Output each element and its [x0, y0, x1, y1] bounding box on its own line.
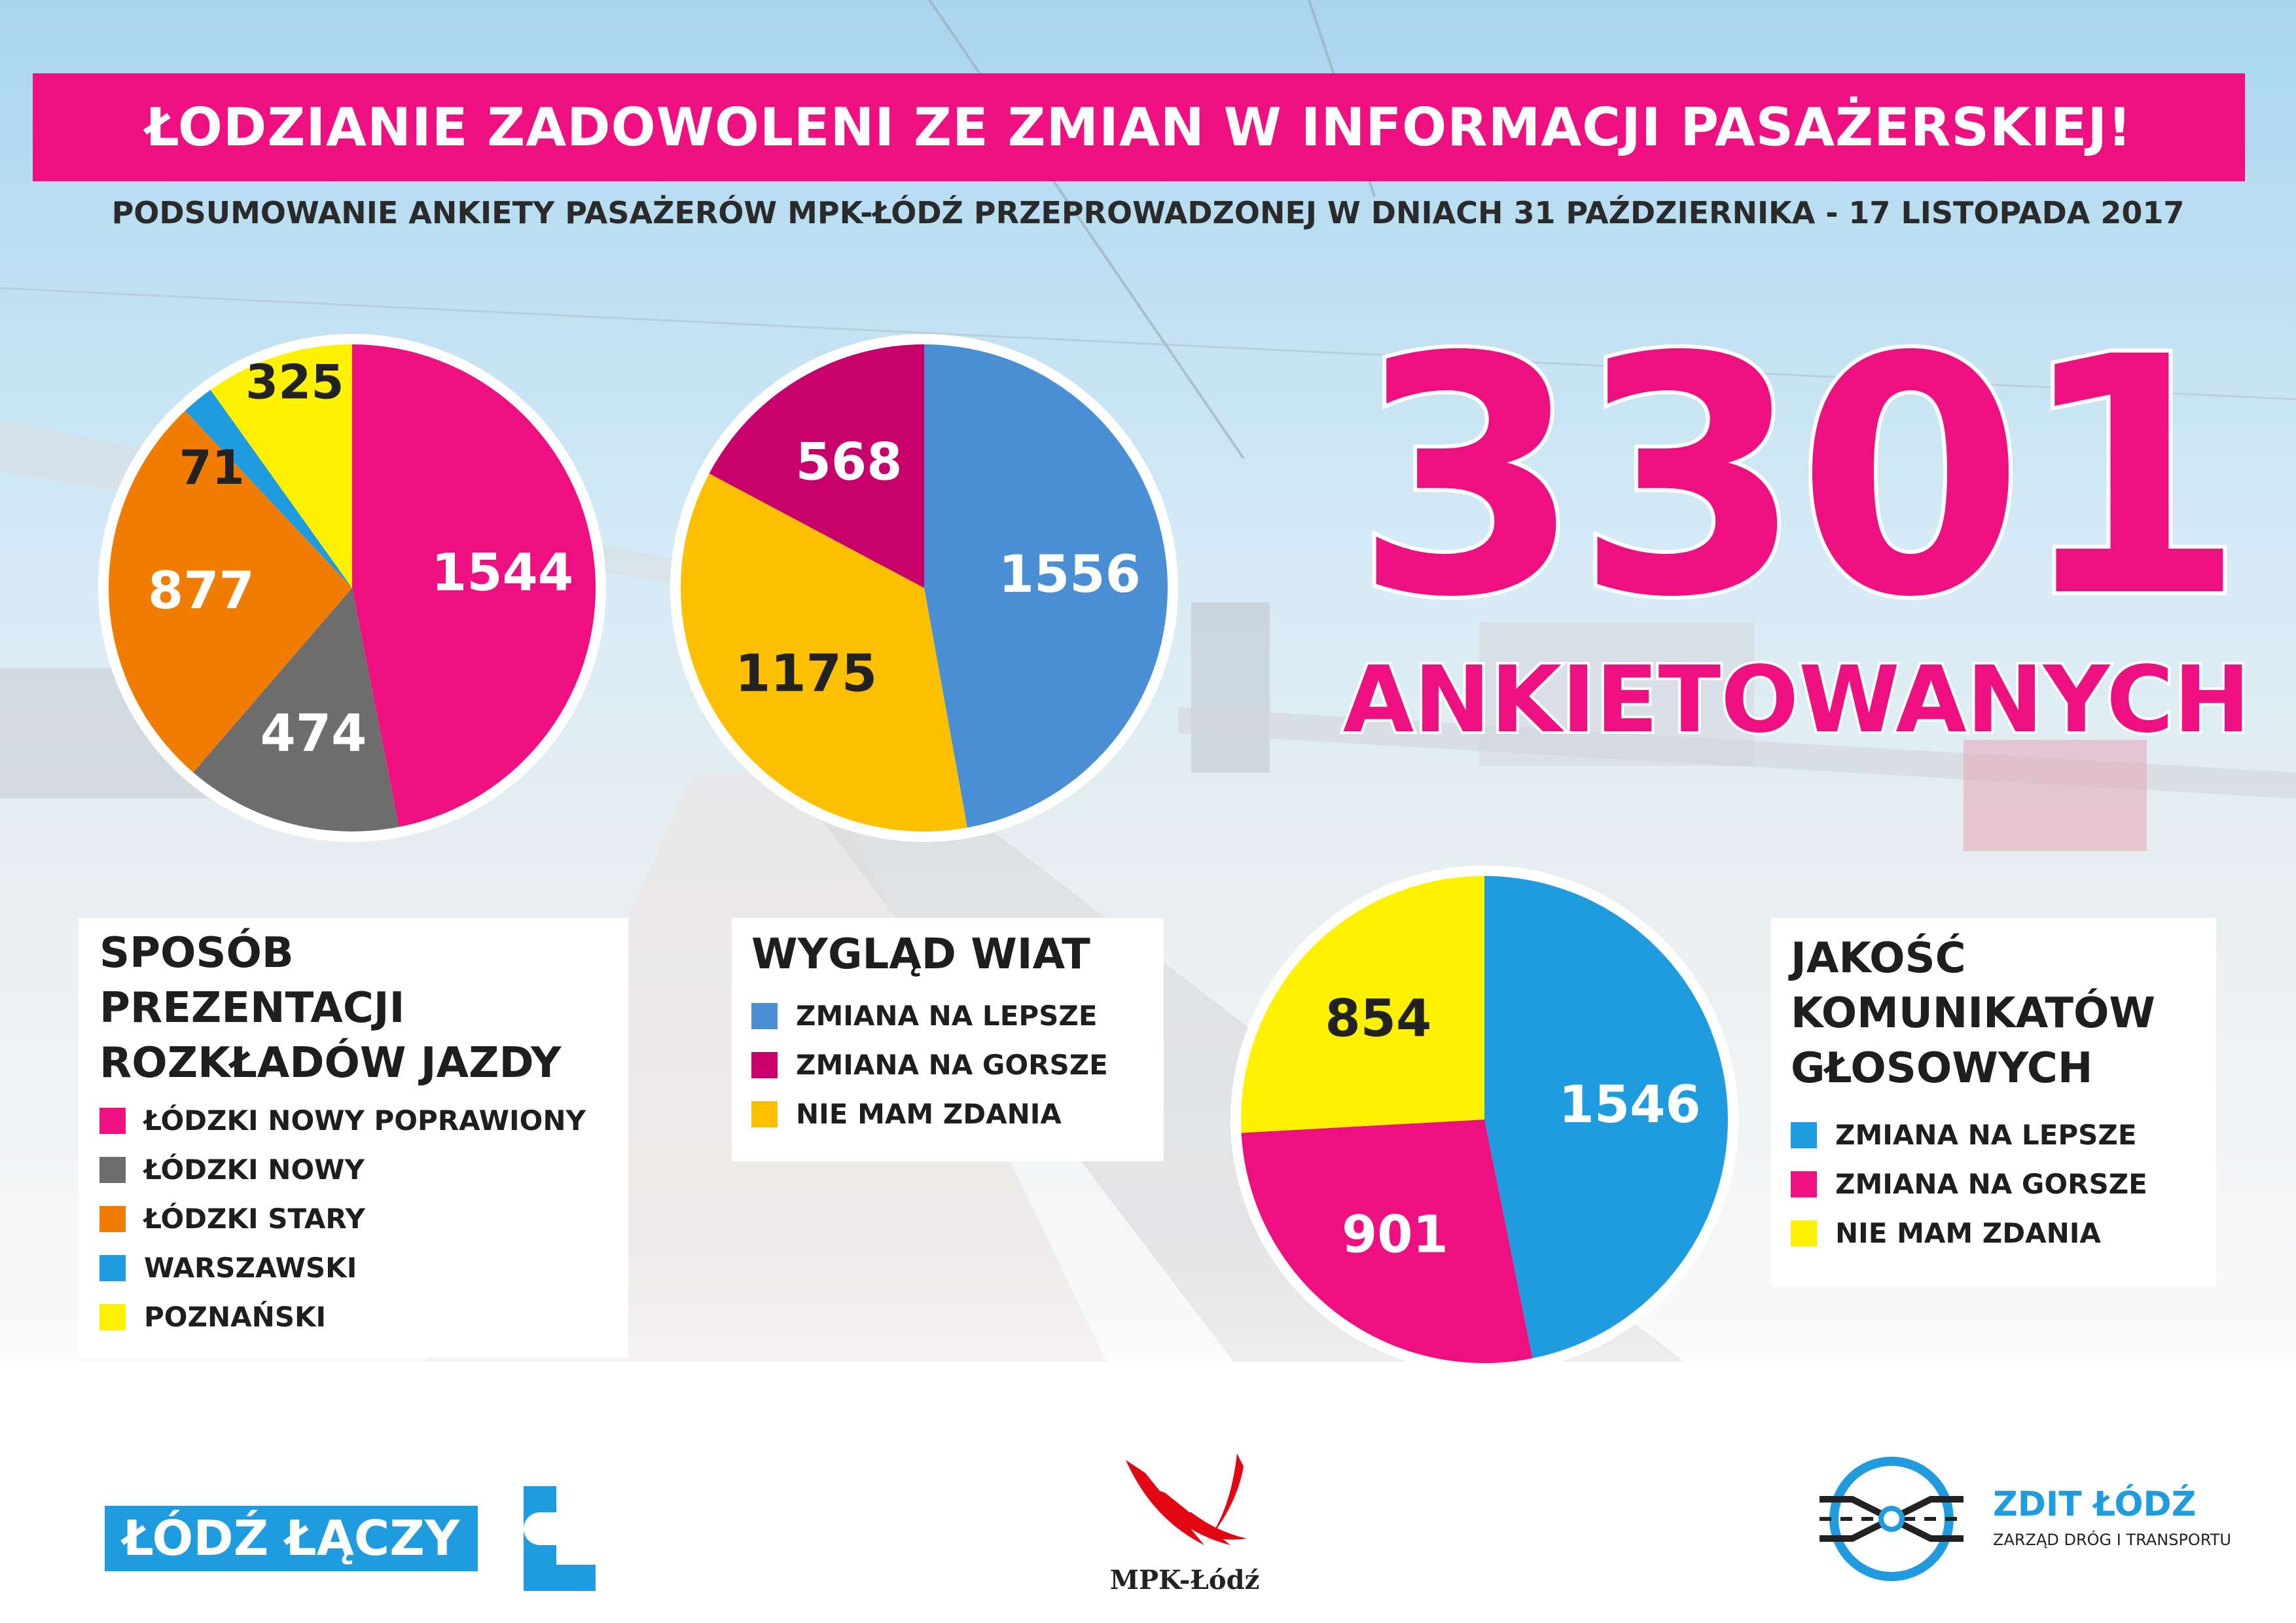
- legend-label: POZNAŃSKI: [144, 1301, 327, 1333]
- pie-slice: [108, 410, 353, 773]
- zdit-junction-icon: [1820, 1457, 1964, 1581]
- legend-label: ŁÓDZKI STARY: [144, 1203, 365, 1235]
- pie-slice: [924, 344, 1168, 828]
- legend-label: ŁÓDZKI NOWY: [144, 1154, 365, 1186]
- pie-slice: [352, 344, 596, 828]
- pie-slice: [681, 473, 967, 831]
- pie-value-label: 71: [179, 440, 245, 495]
- pie-slice: [185, 390, 352, 588]
- pie-slice: [709, 344, 924, 588]
- lodz-laczy-logo: ŁÓDŹ ŁĄCZY: [105, 1486, 602, 1591]
- pie-chart-voice-messages: 1546 901 854: [1229, 864, 1740, 1375]
- legend-item: ŁÓDZKI STARY: [99, 1194, 628, 1243]
- mpk-logo: MPK-Łódź: [1106, 1447, 1263, 1597]
- pie-chart-2-svg: 1556 1175 568: [670, 334, 1178, 842]
- legend-item: NIE MAM ZDANIA: [1791, 1209, 2216, 1258]
- zdit-subtitle: ZARZĄD DRÓG I TRANSPORTU: [1993, 1531, 2231, 1549]
- legend-label: ZMIANA NA GORSZE: [1835, 1168, 2147, 1200]
- title-banner: ŁODZIANIE ZADOWOLENI ZE ZMIAN W INFORMAC…: [33, 73, 2245, 181]
- respondents-count: 3301: [1350, 287, 2250, 668]
- lodz-laczy-logo-mark: [105, 1486, 596, 1591]
- pie-value-label: 474: [260, 704, 367, 763]
- pie-chart-shelter-look: 1556 1175 568: [669, 333, 1179, 843]
- legend-swatch: [751, 1051, 778, 1078]
- legend-item: POZNAŃSKI: [99, 1292, 628, 1341]
- zdit-logo: ZDIT ŁÓDŹ ZARZĄD DRÓG I TRANSPORTU: [1813, 1453, 2271, 1584]
- legend-swatch: [99, 1254, 126, 1281]
- legend-swatch: [1791, 1122, 1817, 1148]
- legend-item: WARSZAWSKI: [99, 1243, 628, 1292]
- pie-value-label: 1556: [999, 545, 1141, 604]
- legend-title-3-line-1: JAKOŚĆ: [1791, 934, 1966, 983]
- legend-title-3-line-3: GŁOSOWYCH: [1791, 1044, 2093, 1093]
- legend-label: ZMIANA NA LEPSZE: [796, 1000, 1098, 1032]
- pie-slice: [210, 344, 352, 588]
- legend-voice-messages: JAKOŚĆ KOMUNIKATÓW GŁOSOWYCH ZMIANA NA L…: [1771, 918, 2216, 1286]
- pie-chart-3-svg: 1546 901 854: [1230, 866, 1738, 1374]
- legend-item: ZMIANA NA GORSZE: [1791, 1159, 2216, 1209]
- legend-title-3-line-2: KOMUNIKATÓW: [1791, 989, 2155, 1038]
- pie-value-label: 877: [148, 562, 255, 621]
- legend-label: ŁÓDZKI NOWY POPRAWIONY: [144, 1104, 586, 1137]
- zdit-name: ZDIT ŁÓDŹ: [1993, 1485, 2197, 1524]
- pie-slice: [193, 588, 399, 831]
- legend-item: ZMIANA NA LEPSZE: [1791, 1110, 2216, 1159]
- legend-swatch: [1791, 1220, 1817, 1247]
- pie-slice: [1241, 1120, 1533, 1363]
- legend-swatch: [751, 1101, 778, 1127]
- legend-swatch: [99, 1156, 126, 1183]
- pie-value-label: 901: [1342, 1206, 1448, 1265]
- legend-title-1-line-3: ROZKŁADÓW JAZDY: [99, 1039, 562, 1087]
- legend-title-2: WYGLĄD WIAT: [751, 930, 1090, 979]
- respondents-label: ANKIETOWANYCH: [1340, 646, 2253, 756]
- legend-label: ZMIANA NA GORSZE: [796, 1049, 1108, 1081]
- pie-value-label: 1544: [431, 544, 573, 603]
- mpk-wing-icon: [1126, 1453, 1247, 1545]
- legend-swatch: [99, 1304, 126, 1330]
- mpk-name: MPK-Łódź: [1109, 1565, 1260, 1596]
- pie-value-label: 1175: [735, 644, 877, 703]
- lodz-laczy-text: ŁÓDŹ ŁĄCZY: [122, 1510, 460, 1567]
- pie-slice: [1484, 876, 1728, 1359]
- legend-label: WARSZAWSKI: [144, 1252, 357, 1284]
- pie-chart-timetable-format: 1544 474 877 71 325: [97, 333, 607, 843]
- pie-slice: [1241, 876, 1484, 1133]
- legend-item: NIE MAM ZDANIA: [751, 1089, 1164, 1139]
- legend-title-1-line-2: PREZENTACJI: [99, 984, 405, 1032]
- legend-timetable-format: SPOSÓB PREZENTACJI ROZKŁADÓW JAZDY ŁÓDZK…: [79, 918, 628, 1358]
- legend-label: ZMIANA NA LEPSZE: [1835, 1119, 2137, 1151]
- legend-shelter-look: WYGLĄD WIAT ZMIANA NA LEPSZE ZMIANA NA G…: [732, 918, 1164, 1161]
- pie-value-label: 854: [1325, 990, 1432, 1049]
- legend-item: ZMIANA NA LEPSZE: [751, 991, 1164, 1040]
- legend-label: NIE MAM ZDANIA: [1835, 1217, 2101, 1249]
- legend-swatch: [99, 1205, 126, 1232]
- legend-item: ŁÓDZKI NOWY POPRAWIONY: [99, 1096, 628, 1145]
- pie-value-label: 325: [245, 354, 344, 409]
- legend-label: NIE MAM ZDANIA: [796, 1098, 1062, 1130]
- legend-swatch: [751, 1002, 778, 1029]
- pie-value-label: 568: [796, 433, 903, 492]
- page-title: ŁODZIANIE ZADOWOLENI ZE ZMIAN W INFORMAC…: [145, 97, 2132, 158]
- legend-swatch: [1791, 1171, 1817, 1197]
- pie-value-label: 1546: [1559, 1076, 1701, 1135]
- legend-item: ŁÓDZKI NOWY: [99, 1145, 628, 1194]
- page-subtitle: PODSUMOWANIE ANKIETY PASAŻERÓW MPK-ŁÓDŹ …: [111, 195, 2185, 230]
- legend-title-1-line-1: SPOSÓB: [99, 929, 294, 977]
- legend-swatch: [99, 1107, 126, 1134]
- legend-item: ZMIANA NA GORSZE: [751, 1040, 1164, 1089]
